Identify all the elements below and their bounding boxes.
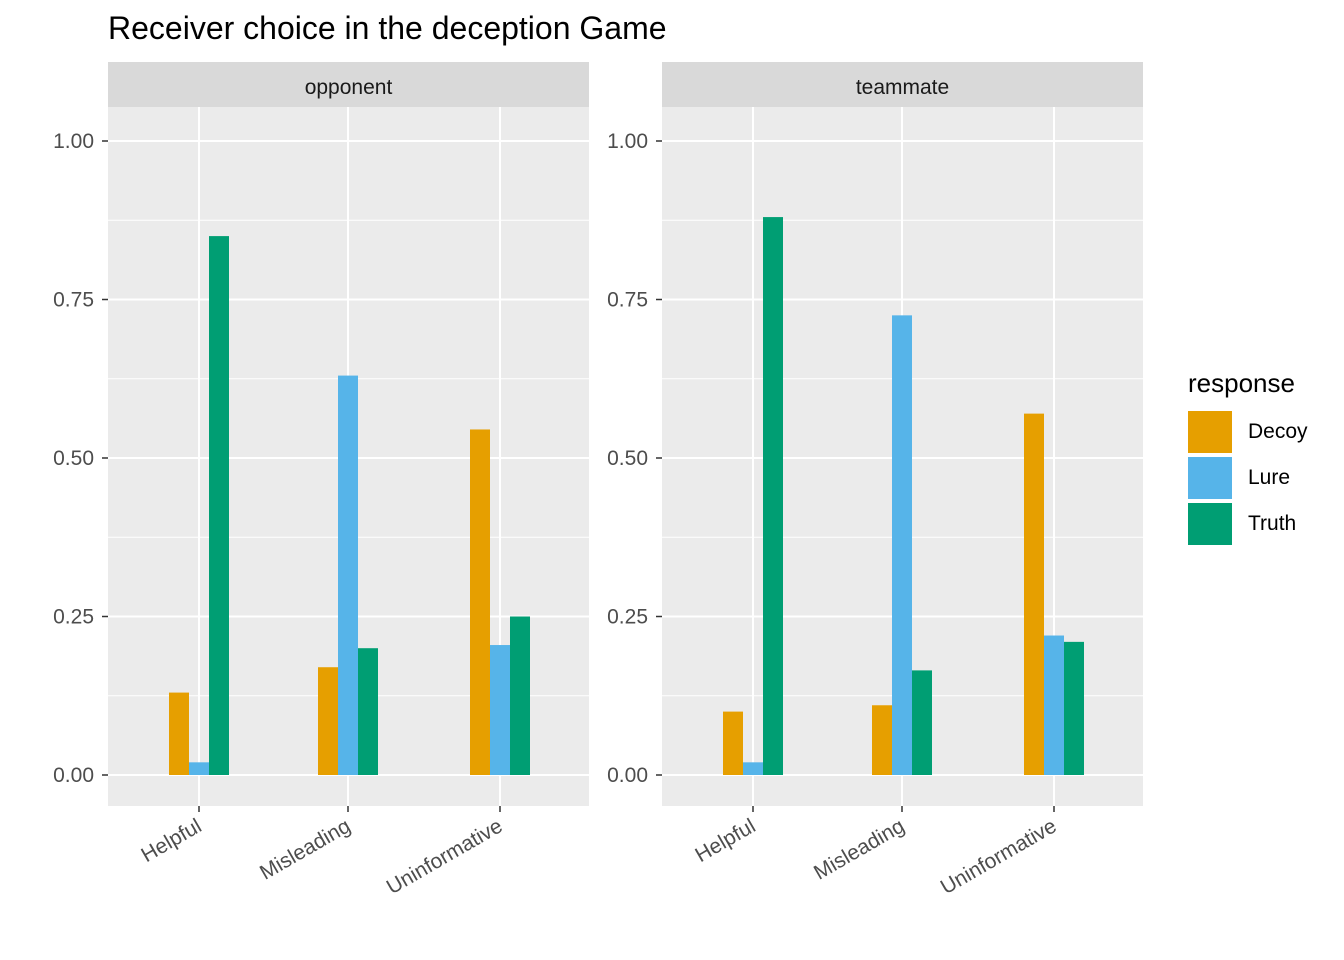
bar-opponent-helpful-lure: [189, 762, 209, 775]
facet-strip-teammate: [662, 62, 1143, 107]
y-tick-label: 0.00: [53, 764, 94, 787]
x-tick-label-misleading: Misleading: [256, 814, 354, 884]
legend-item-lure: Lure: [1188, 455, 1308, 501]
bar-teammate-helpful-decoy: [723, 711, 743, 775]
bar-opponent-uninformative-decoy: [470, 429, 490, 775]
y-tick-label: 0.00: [607, 764, 648, 787]
bar-teammate-misleading-decoy: [872, 705, 892, 775]
facet-label-teammate: teammate: [856, 76, 949, 99]
bar-opponent-helpful-decoy: [169, 692, 189, 775]
y-tick-label: 1.00: [607, 130, 648, 153]
bar-opponent-uninformative-lure: [490, 645, 510, 775]
x-tick-label-helpful: Helpful: [137, 814, 205, 867]
chart-title: Receiver choice in the deception Game: [108, 10, 667, 46]
legend-label-truth: Truth: [1248, 512, 1297, 535]
x-tick-label-helpful: Helpful: [691, 814, 759, 867]
legend: response Decoy Lure Truth: [1188, 368, 1308, 547]
bar-teammate-misleading-truth: [912, 670, 932, 775]
bar-opponent-misleading-truth: [358, 648, 378, 775]
y-tick-label: 0.50: [607, 447, 648, 470]
legend-key-decoy: [1188, 411, 1232, 453]
bar-opponent-misleading-decoy: [318, 667, 338, 775]
y-tick-label: 1.00: [53, 130, 94, 153]
y-tick-label: 0.25: [53, 606, 94, 629]
legend-title: response: [1188, 368, 1295, 398]
legend-item-truth: Truth: [1188, 501, 1308, 547]
bar-teammate-helpful-truth: [763, 217, 783, 775]
bar-teammate-uninformative-decoy: [1024, 413, 1044, 775]
x-tick-label-misleading: Misleading: [810, 814, 908, 884]
x-tick-label-uninformative: Uninformative: [937, 814, 1061, 899]
bar-teammate-uninformative-lure: [1044, 635, 1064, 775]
legend-label-decoy: Decoy: [1248, 420, 1308, 443]
y-tick-label: 0.75: [607, 289, 648, 312]
legend-key-lure: [1188, 457, 1232, 499]
bar-teammate-misleading-lure: [892, 315, 912, 775]
facet-strip-opponent: [108, 62, 589, 107]
y-tick-label: 0.25: [607, 606, 648, 629]
x-tick-label-uninformative: Uninformative: [383, 814, 507, 899]
bar-teammate-helpful-lure: [743, 762, 763, 775]
y-tick-label: 0.75: [53, 289, 94, 312]
bar-opponent-uninformative-truth: [510, 616, 530, 775]
bar-opponent-misleading-lure: [338, 375, 358, 775]
legend-label-lure: Lure: [1248, 466, 1291, 489]
y-tick-label: 0.50: [53, 447, 94, 470]
bar-opponent-helpful-truth: [209, 236, 229, 776]
facet-label-opponent: opponent: [305, 76, 393, 99]
bar-teammate-uninformative-truth: [1064, 641, 1084, 775]
legend-item-decoy: Decoy: [1188, 409, 1308, 455]
legend-key-truth: [1188, 503, 1232, 545]
